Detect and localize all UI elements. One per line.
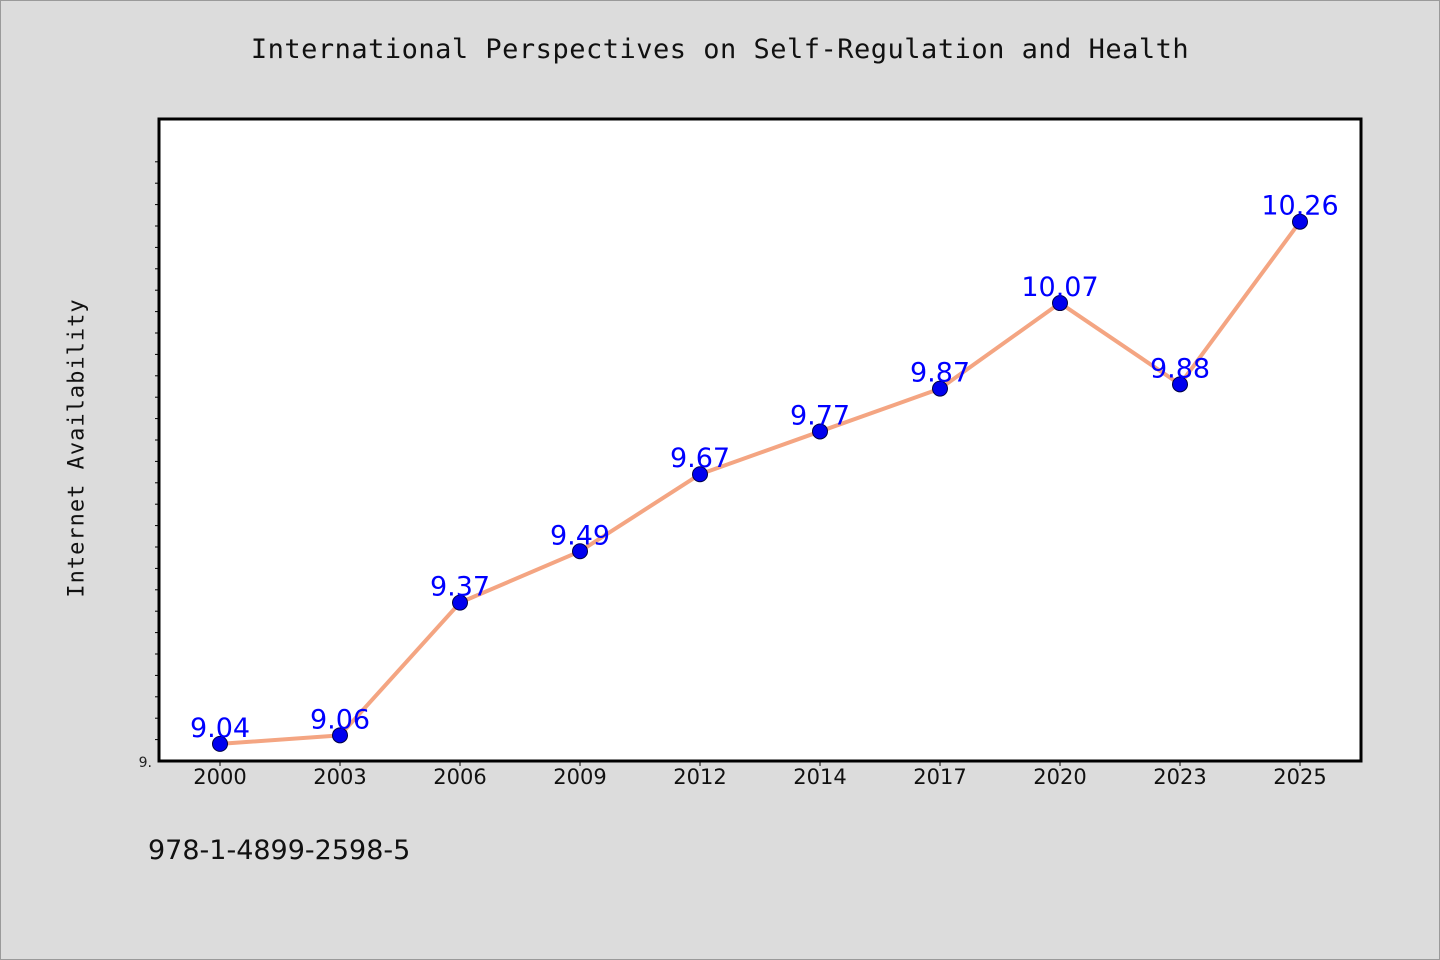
data-label: 10.07: [1021, 272, 1098, 303]
x-tick-label: 2025: [1273, 765, 1326, 789]
x-tick-label: 2000: [193, 765, 246, 789]
data-point: [1052, 295, 1068, 312]
data-point: [332, 727, 348, 744]
plot-area: [157, 117, 1363, 763]
series-line: [218, 219, 1302, 746]
x-tick-label: 2006: [433, 765, 486, 789]
chart-title: International Perspectives on Self-Regul…: [250, 34, 1190, 65]
series-line-group: [218, 219, 1302, 746]
x-tick-label: 2020: [1033, 765, 1086, 789]
x-axis-ticks: 2000 2003 2006 2009 2012 2014 2017 2020 2023 2025: [193, 761, 1327, 789]
x-tick-label: 2017: [913, 765, 966, 789]
data-label: 9.49: [550, 520, 610, 551]
data-point: [692, 466, 708, 483]
data-point: [1172, 376, 1188, 393]
x-tick-label: 2012: [673, 765, 726, 789]
data-point: [452, 594, 468, 611]
data-point: [812, 423, 828, 440]
data-point: [1292, 213, 1308, 230]
x-tick-label: 2023: [1153, 765, 1206, 789]
data-label: 9.37: [430, 572, 490, 603]
data-markers: [212, 213, 1308, 752]
data-labels: 9.04 9.06 9.37 9.49 9.67 9.77 9.87 10.07 9.88 10.…: [190, 191, 1339, 744]
data-point: [212, 735, 228, 752]
data-label: 9.04: [190, 713, 250, 744]
data-label: 9.67: [670, 443, 730, 474]
data-label: 9.77: [790, 400, 850, 431]
data-label: 10.26: [1261, 191, 1338, 222]
x-tick-label: 2014: [793, 765, 846, 789]
isbn-text: 978-1-4899-2598-5: [148, 835, 411, 866]
x-tick-label: 2009: [553, 765, 606, 789]
data-label: 9.87: [910, 358, 970, 389]
data-label: 9.88: [1150, 353, 1210, 384]
data-point: [932, 380, 948, 397]
y-axis-ticks: 9.: [139, 161, 159, 771]
x-tick-label: 2003: [313, 765, 366, 789]
data-point: [572, 543, 588, 560]
data-label: 9.06: [310, 704, 370, 735]
y-tick-label: 9.: [139, 755, 152, 771]
